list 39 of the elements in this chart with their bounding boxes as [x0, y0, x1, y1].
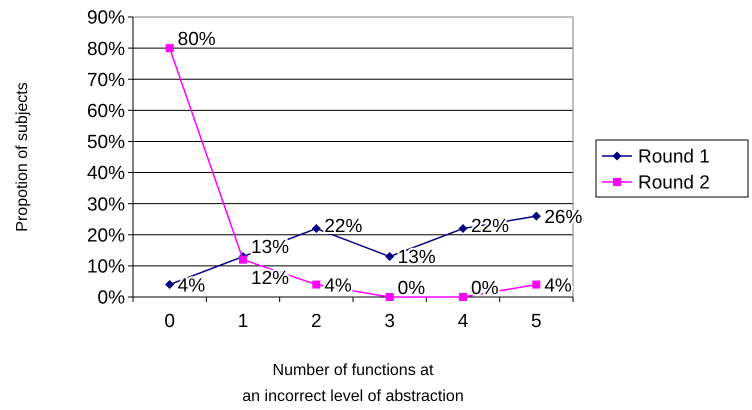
legend-label: Round 2 — [638, 172, 710, 194]
x-tick-label: 5 — [531, 311, 542, 332]
point — [459, 293, 467, 301]
y-tick-label: 0% — [98, 288, 126, 309]
legend-label: Round 1 — [638, 146, 710, 168]
data-label: 13% — [398, 246, 436, 268]
point — [239, 256, 247, 264]
point — [165, 280, 174, 290]
x-tick-label: 4 — [458, 311, 469, 332]
x-tick-label: 3 — [384, 311, 395, 332]
data-label: 80% — [178, 29, 216, 50]
y-tick-label: 20% — [86, 225, 126, 246]
y-tick-label: 30% — [86, 194, 126, 216]
y-axis-title: Propotion of subjects — [14, 82, 31, 232]
point — [532, 280, 540, 289]
point — [166, 44, 174, 52]
x-tick-label: 2 — [311, 311, 322, 332]
y-tick-label: 90% — [86, 8, 126, 29]
x-tick-label: 1 — [238, 311, 248, 332]
y-tick-label: 70% — [86, 70, 126, 91]
data-label: 22% — [324, 216, 362, 237]
y-tick-label: 60% — [86, 100, 126, 122]
y-tick-label: 10% — [86, 256, 126, 278]
data-label: 26% — [544, 207, 582, 228]
point — [312, 280, 320, 289]
x-tick-label: 0 — [164, 311, 175, 332]
point — [312, 224, 321, 234]
point — [386, 293, 394, 301]
y-tick-label: 50% — [86, 132, 126, 154]
y-tick-label: 80% — [86, 38, 126, 60]
data-label: 12% — [251, 268, 290, 289]
point — [458, 224, 468, 234]
data-label: 4% — [544, 276, 572, 297]
data-label: 4% — [178, 276, 206, 297]
y-tick-label: 40% — [86, 163, 126, 184]
point — [532, 212, 541, 221]
data-label: 0% — [398, 278, 426, 299]
x-axis-title: Number of functions at an incorrect level of abstraction — [242, 362, 464, 405]
point — [385, 252, 394, 262]
